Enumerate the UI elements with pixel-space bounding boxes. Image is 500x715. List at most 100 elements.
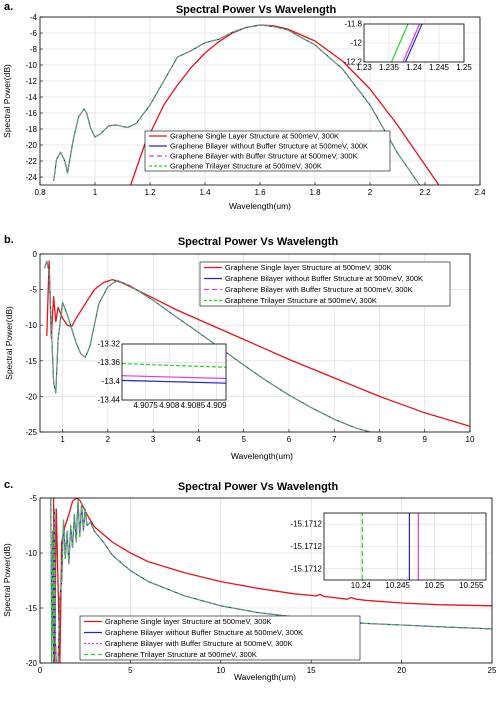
series-line-4 bbox=[50, 498, 492, 663]
y-tick-label: -5 bbox=[30, 494, 38, 503]
inset-x-tick-label: 10.255 bbox=[459, 581, 484, 590]
y-tick-label: -20 bbox=[25, 392, 37, 401]
inset-y-tick-label: -11.8 bbox=[344, 20, 362, 29]
x-tick-label: 5 bbox=[241, 435, 246, 444]
inset-y-tick-label: -13.32 bbox=[97, 340, 120, 349]
inset: 4.9075 4.908 4.9085 4.909 -13.44 -13.4 -13.36 -… bbox=[97, 340, 227, 411]
legend-entry: Graphene Bilayer with Buffer Structure a… bbox=[105, 639, 293, 648]
panel-letter: a. bbox=[4, 1, 13, 13]
legend-entry: Graphene Single layer Structure at 500me… bbox=[225, 263, 392, 272]
x-tick-label: 25 bbox=[488, 666, 497, 675]
legend-entry: Graphene Trilayer Structure at 500meV, 3… bbox=[170, 162, 322, 171]
chart-panel-1: a. Spectral Power Vs Wavelength 0.8 1 1.2 1.4… bbox=[2, 1, 486, 211]
x-tick-label: 8 bbox=[377, 435, 382, 444]
legend: Graphene Single layer Structure at 500me… bbox=[199, 261, 451, 307]
chart-panel-2: b. Spectral Power Vs Wavelength 1 2 3 4 5 6 7 8 9 1… bbox=[4, 234, 475, 461]
y-axis-label: Spectral Power(dB) bbox=[4, 306, 14, 380]
x-axis-label: Wavelength(um) bbox=[231, 451, 293, 461]
plot-frame bbox=[39, 497, 493, 664]
y-tick-label: -18 bbox=[25, 125, 37, 134]
x-axis-label: Wavelength(um) bbox=[229, 201, 291, 211]
x-tick-label: 1 bbox=[93, 188, 98, 197]
inset-x-tick-label: 1.23 bbox=[356, 63, 372, 72]
y-tick-label: 0 bbox=[33, 250, 38, 259]
series-group bbox=[53, 24, 440, 185]
legend-box bbox=[144, 130, 391, 172]
x-tick-label: 1.8 bbox=[309, 188, 321, 197]
inset-x-tick-label: 4.908 bbox=[159, 401, 180, 410]
inset-y-tick-label: -12.2 bbox=[344, 58, 363, 67]
inset-x-tick-label: 10.25 bbox=[424, 581, 445, 590]
inset-x-tick-label: 1.235 bbox=[379, 63, 400, 72]
inset-frame bbox=[363, 23, 465, 63]
inset-area bbox=[122, 344, 226, 400]
y-tick-label: -12 bbox=[25, 77, 37, 86]
x-tick-label: 2.4 bbox=[474, 188, 486, 197]
y-tick-label: -14 bbox=[25, 93, 37, 102]
legend-entry: Graphene Trilayer Structure at 500meV, 3… bbox=[105, 650, 257, 659]
inset-x-tick-label: 1.25 bbox=[456, 63, 472, 72]
y-tick-label: -20 bbox=[25, 659, 37, 668]
legend-box bbox=[79, 615, 361, 661]
inset-x-tick-label: 10.245 bbox=[385, 581, 410, 590]
x-tick-label: 1.2 bbox=[144, 188, 156, 197]
x-axis-label: Wavelength(um) bbox=[234, 672, 296, 682]
inset-series-line-1 bbox=[390, 24, 409, 62]
legend-box bbox=[199, 261, 451, 307]
inset-x-tick-label: 4.9085 bbox=[181, 401, 206, 410]
inset-x-tick-label: 4.9075 bbox=[133, 401, 158, 410]
legend-entry: Graphene Trilayer Structure at 500meV, 3… bbox=[225, 296, 377, 305]
inset-x-tick-label: 4.909 bbox=[207, 401, 228, 410]
inset-y-tick-label: -13.4 bbox=[102, 377, 121, 386]
x-tick-label: 3 bbox=[151, 435, 156, 444]
legend-entry: Graphene Single Layer Structure at 500me… bbox=[170, 132, 339, 141]
inset-series-line-2 bbox=[122, 375, 226, 380]
series-line-4 bbox=[53, 24, 420, 185]
y-tick-label: -10 bbox=[25, 61, 37, 70]
x-tick-label: 1.6 bbox=[254, 188, 266, 197]
legend: Graphene Single layer Structure at 500me… bbox=[79, 615, 361, 661]
x-tick-label: 15 bbox=[307, 666, 316, 675]
chart-title: Spectral Power Vs Wavelength bbox=[178, 481, 339, 493]
x-tick-label: 1.4 bbox=[199, 188, 211, 197]
inset-y-tick-label: -15.1712 bbox=[290, 542, 322, 551]
inset: 10.24 10.245 10.25 10.255 -15.1712 -15.1712 -1… bbox=[290, 512, 487, 590]
legend: Graphene Single Layer Structure at 500me… bbox=[144, 130, 391, 172]
y-tick-label: -8 bbox=[30, 45, 38, 54]
inset-series-line-2 bbox=[402, 24, 421, 62]
inset-x-tick-label: 1.24 bbox=[406, 63, 422, 72]
series-line-3 bbox=[53, 24, 420, 185]
panel-letter: b. bbox=[4, 234, 14, 246]
inset-y-tick-label: -15.1712 bbox=[290, 520, 322, 529]
inset: 1.23 1.235 1.24 1.245 1.25 -12.2 -12 -11.8 bbox=[344, 20, 473, 73]
inset-series-group bbox=[361, 513, 419, 580]
y-tick-label: -24 bbox=[25, 173, 37, 182]
series-group bbox=[43, 260, 470, 432]
inset-y-tick-label: -12 bbox=[350, 39, 362, 48]
inset-x-tick-label: 1.245 bbox=[429, 63, 450, 72]
inset-series-line-3 bbox=[122, 379, 226, 384]
x-tick-label: 6 bbox=[287, 435, 292, 444]
y-axis-label: Spectral Power(dB) bbox=[2, 543, 12, 617]
legend-entry: Graphene Bilayer with Buffer Structure a… bbox=[170, 152, 358, 161]
legend-entry: Graphene Bilayer without Buffer Structur… bbox=[170, 142, 368, 151]
x-tick-label: 7 bbox=[332, 435, 337, 444]
y-tick-label: -6 bbox=[30, 29, 38, 38]
inset-series-group bbox=[390, 24, 423, 62]
y-tick-label: -22 bbox=[25, 157, 37, 166]
series-line-1 bbox=[52, 498, 492, 663]
inset-frame bbox=[121, 343, 227, 401]
y-tick-label: -20 bbox=[25, 141, 37, 150]
x-tick-label: 5 bbox=[128, 666, 133, 675]
legend-entry: Graphene Bilayer without Buffer Structur… bbox=[105, 628, 303, 637]
y-tick-label: -10 bbox=[25, 321, 37, 330]
inset-frame bbox=[323, 512, 487, 581]
x-tick-label: 20 bbox=[397, 666, 406, 675]
y-tick-label: -16 bbox=[25, 109, 37, 118]
x-tick-label: 2 bbox=[368, 188, 373, 197]
y-tick-label: -15 bbox=[25, 357, 37, 366]
y-tick-label: -15 bbox=[25, 604, 37, 613]
inset-y-tick-label: -13.36 bbox=[97, 358, 120, 367]
legend-entry: Graphene Bilayer without Buffer Structur… bbox=[225, 274, 423, 283]
